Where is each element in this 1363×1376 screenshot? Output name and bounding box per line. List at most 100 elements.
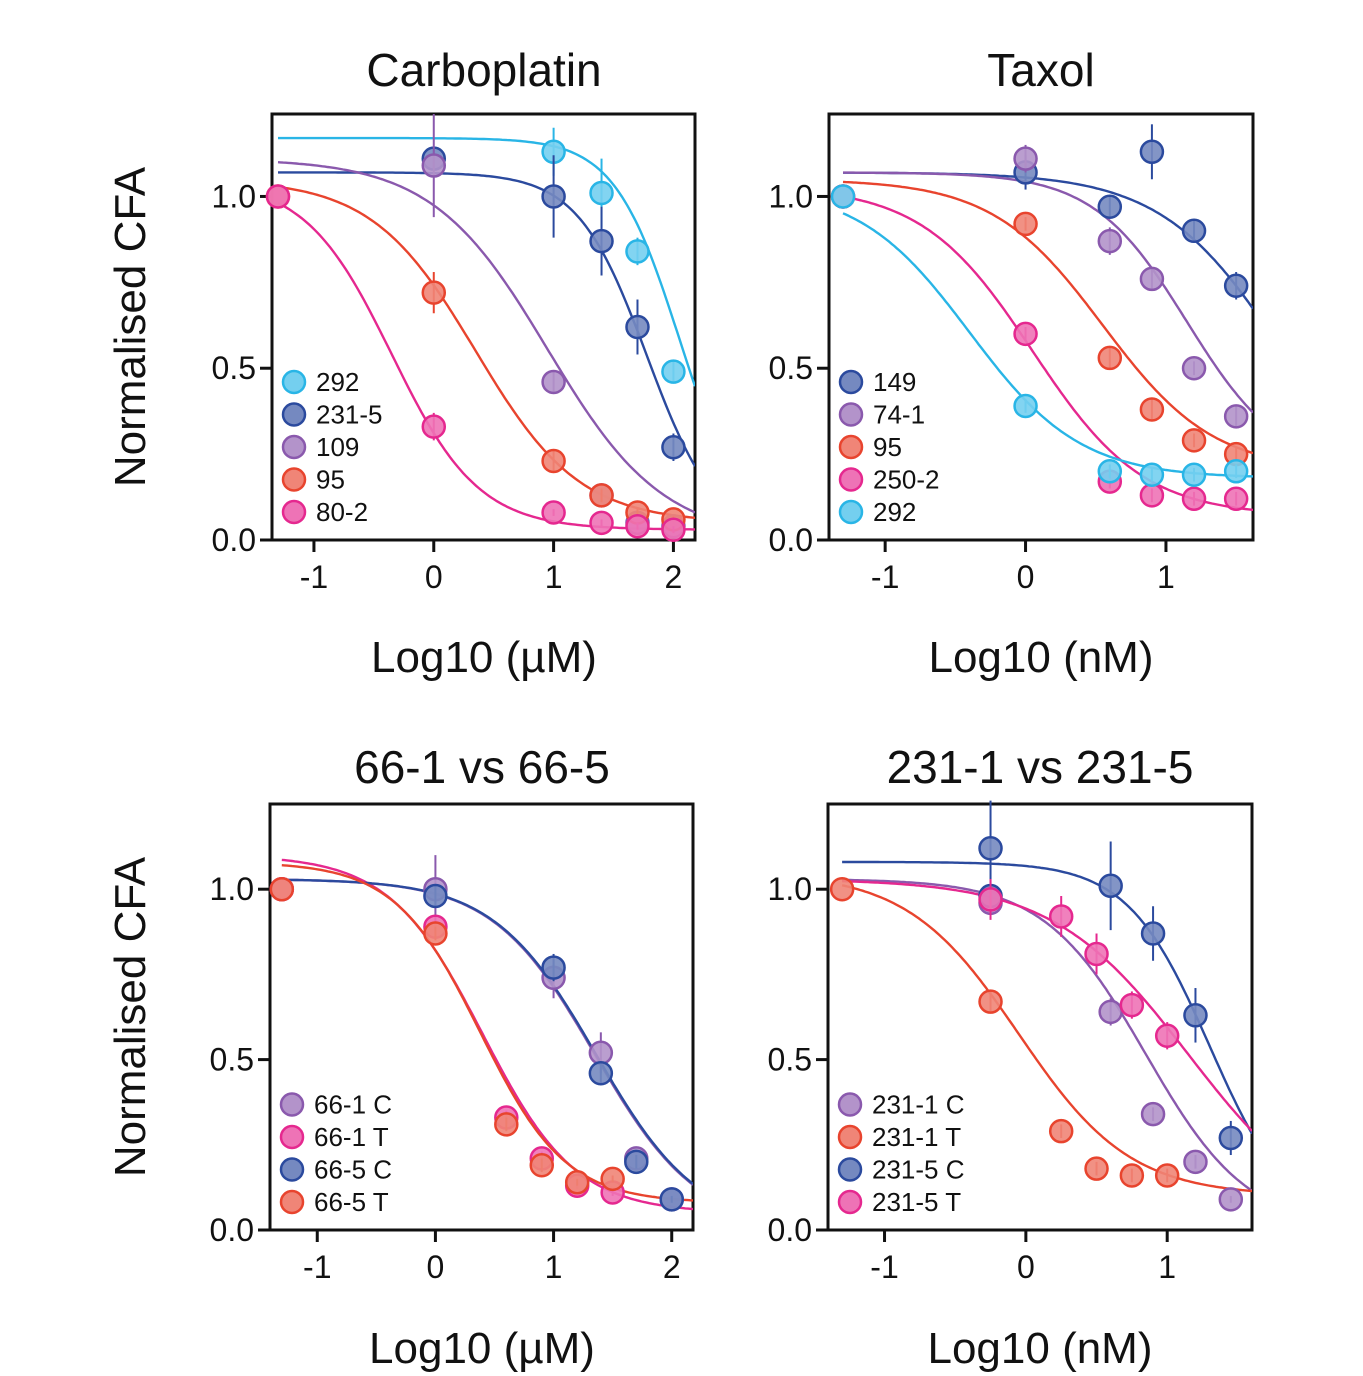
plot-frame	[270, 112, 697, 542]
legend-label: 66-5 T	[314, 1187, 389, 1217]
fit-curves	[841, 860, 1252, 1193]
x-tick-label: 0	[1017, 1249, 1035, 1285]
panel-231-1-vs-231-5: 231-1 vs 231-5 Log10 (nM) 0.0 0.5 1.0 -1 0 1 2…	[768, 741, 1254, 1373]
panel-title: 231-1 vs 231-5	[887, 741, 1194, 793]
data-point-74-1	[1223, 404, 1249, 429]
data-points	[830, 124, 1249, 512]
y-tick-label: 0.5	[210, 1042, 254, 1078]
fit-curve-231-5-T	[842, 880, 1252, 1132]
data-point-66-5-T	[269, 876, 295, 902]
data-point-292	[1223, 459, 1249, 484]
fit-curve-231-1-T	[841, 884, 1252, 1193]
data-point-95	[1013, 211, 1038, 237]
panel-title: Taxol	[987, 44, 1094, 96]
data-point-80-2	[661, 517, 686, 542]
data-point-66-5-C	[541, 955, 566, 980]
data-point-231-5	[589, 228, 614, 254]
data-point-231-5-T	[1048, 904, 1074, 929]
legend-marker	[281, 434, 307, 460]
legend-label: 95	[873, 432, 902, 462]
legend-marker	[837, 1124, 863, 1150]
data-point-231-5-T	[1084, 941, 1109, 967]
legend-marker	[837, 1092, 863, 1117]
x-tick-label: 2	[663, 1249, 681, 1285]
data-point-66-5-C	[423, 883, 448, 909]
data-point-95	[1097, 345, 1123, 371]
data-point-250-2	[1013, 321, 1038, 347]
y-tick-label: 0.0	[212, 522, 256, 558]
x-axis-label: Log10 (nM)	[927, 1324, 1152, 1373]
x-axis-label: Log10 (nM)	[928, 633, 1153, 682]
data-point-66-5-T	[494, 1112, 519, 1137]
y-tick-label: 0.5	[212, 350, 256, 386]
x-tick-label: 1	[545, 1249, 563, 1285]
legend-marker	[838, 499, 864, 525]
plot-frame	[826, 802, 1254, 1232]
legend-label: 66-1 T	[314, 1122, 389, 1152]
legend-label: 95	[316, 465, 345, 495]
x-tick-label: 1	[545, 559, 563, 595]
data-point-231-1-C	[1098, 999, 1123, 1025]
legend-label: 80-2	[316, 497, 368, 527]
data-point-231-1-C	[1218, 1187, 1244, 1212]
panel-title: 66-1 vs 66-5	[354, 741, 610, 793]
x-tick-label: 1	[1158, 1249, 1176, 1285]
plot-frame	[827, 112, 1255, 542]
fit-curve-95	[842, 180, 1253, 455]
y-tick-label: 1.0	[210, 871, 254, 907]
legend-marker	[838, 402, 864, 427]
data-point-95	[589, 483, 614, 508]
data-point-231-1-T	[978, 989, 1003, 1014]
data-point-231-1-T	[1119, 1163, 1145, 1188]
data-point-66-5-T	[600, 1166, 625, 1192]
data-point-292	[625, 239, 650, 264]
data-point-66-5-C	[659, 1187, 684, 1212]
data-point-95	[1139, 397, 1165, 422]
y-tick-label: 0.5	[768, 1042, 812, 1078]
x-tick-label: -1	[303, 1249, 331, 1285]
x-tick-label: 1	[1157, 559, 1175, 595]
legend-marker	[281, 467, 307, 492]
data-point-231-1-C	[1140, 1101, 1166, 1127]
data-point-66-5-T	[564, 1170, 590, 1195]
y-tick-label: 1.0	[769, 178, 813, 214]
data-point-74-1	[1139, 266, 1165, 292]
data-point-74-1	[1181, 355, 1207, 381]
fit-curve-231-5-C	[842, 860, 1252, 1135]
legend-marker	[281, 402, 307, 427]
legend-label: 74-1	[873, 400, 925, 430]
data-point-80-2	[265, 184, 291, 209]
legend-label: 231-5 C	[872, 1155, 965, 1185]
fit-curve-231-5	[278, 171, 695, 467]
fit-curve-95	[277, 185, 695, 519]
legend-marker	[838, 369, 864, 395]
legend-marker	[281, 499, 307, 525]
legend-marker	[838, 467, 864, 492]
data-point-292	[1097, 459, 1123, 484]
fit-curve-66-1-T	[281, 858, 693, 1211]
data-point-149	[1097, 194, 1123, 220]
data-point-231-5-C	[978, 836, 1003, 861]
data-point-66-5-C	[624, 1149, 649, 1175]
data-point-292	[589, 180, 614, 206]
data-point-95	[1181, 428, 1207, 453]
fit-curve-109	[277, 161, 695, 514]
data-point-66-5-C	[588, 1060, 614, 1086]
fit-curve-292	[278, 136, 695, 387]
data-point-231-5-C	[1183, 1003, 1208, 1028]
legend-marker	[837, 1157, 863, 1182]
data-point-231-1-C	[1183, 1149, 1208, 1175]
data-point-231-5-C	[1218, 1125, 1244, 1151]
x-tick-label: 0	[425, 559, 443, 595]
legend-marker	[279, 1124, 305, 1150]
data-point-80-2	[625, 514, 650, 539]
data-point-292	[1139, 462, 1165, 487]
legend-label: 109	[316, 432, 359, 462]
data-points	[829, 800, 1244, 1212]
data-point-250-2	[1139, 483, 1165, 508]
legend-marker	[838, 434, 864, 460]
data-point-66-1-C	[588, 1040, 614, 1066]
data-point-109	[541, 369, 566, 395]
